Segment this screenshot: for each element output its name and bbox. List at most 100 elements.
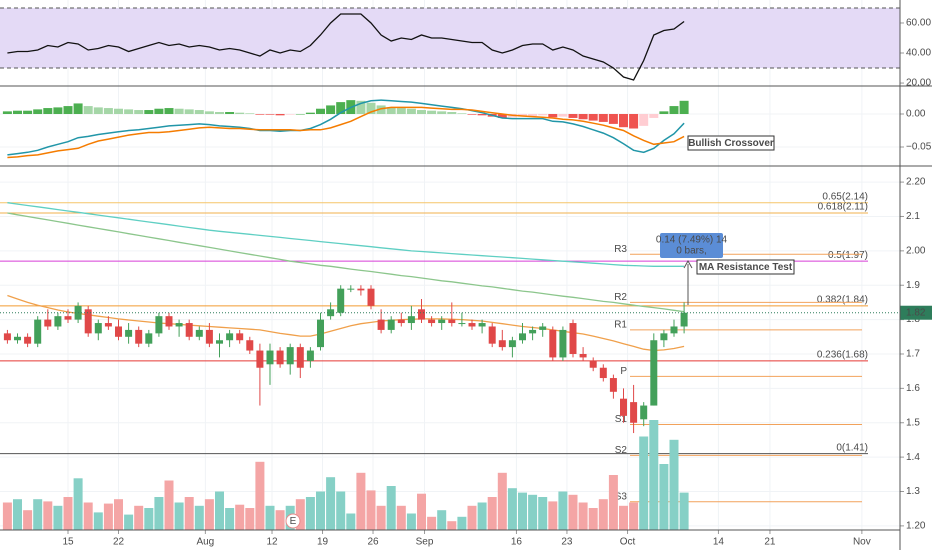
y-tick-label: 1.20 bbox=[906, 521, 926, 532]
macd-histogram-bar bbox=[386, 107, 396, 114]
candle-body bbox=[458, 323, 466, 325]
volume-bar bbox=[427, 516, 437, 530]
fib-label: 0.618(2.11) bbox=[818, 202, 868, 213]
macd-histogram-bar bbox=[649, 113, 659, 118]
candle-body bbox=[54, 316, 62, 327]
x-tick-label: Nov bbox=[853, 537, 871, 548]
pivot-label: S1 bbox=[615, 414, 628, 425]
macd-histogram-bar bbox=[336, 102, 346, 114]
macd-histogram-bar bbox=[608, 113, 618, 124]
candle-body bbox=[418, 309, 425, 320]
macd-histogram-bar bbox=[356, 100, 366, 114]
volume-bar bbox=[114, 499, 123, 530]
macd-line bbox=[7, 106, 685, 159]
macd-histogram-bar bbox=[93, 107, 103, 114]
volume-bar bbox=[184, 497, 194, 530]
x-tick-label: Aug bbox=[196, 537, 214, 548]
candle-body bbox=[34, 319, 42, 344]
last-price-label: 1.82 bbox=[906, 307, 926, 318]
macd-histogram-bar bbox=[285, 113, 295, 115]
macd-histogram-bar bbox=[538, 113, 548, 116]
macd-histogram-bar bbox=[73, 103, 83, 114]
volume-bar bbox=[417, 493, 426, 530]
x-tick-label: 19 bbox=[317, 537, 329, 548]
y-tick-label: −0.05 bbox=[906, 142, 932, 153]
candle-body bbox=[630, 402, 638, 423]
macd-histogram-bar bbox=[265, 113, 275, 115]
y-tick-label: 1.5 bbox=[906, 417, 920, 428]
volume-bar bbox=[386, 486, 396, 530]
macd-histogram-bar bbox=[659, 111, 669, 114]
volume-bar bbox=[2, 502, 12, 530]
macd-histogram-bar bbox=[275, 113, 285, 116]
macd-histogram-bar bbox=[245, 113, 255, 114]
volume-bar bbox=[447, 521, 457, 530]
macd-histogram-bar bbox=[447, 112, 457, 114]
y-tick-label: 20.00 bbox=[906, 78, 931, 89]
volume-bar bbox=[356, 472, 366, 530]
annotation: Bullish Crossover bbox=[688, 138, 774, 149]
candle-body bbox=[448, 319, 456, 324]
volume-bar bbox=[507, 488, 517, 530]
y-tick-label: 1.3 bbox=[906, 486, 920, 497]
volume-bar bbox=[245, 508, 255, 530]
candle-body bbox=[488, 326, 496, 344]
x-tick-label: 16 bbox=[511, 537, 523, 548]
macd-histogram-bar bbox=[619, 113, 628, 128]
candle-body bbox=[317, 319, 324, 348]
measure-text: 0.14 (7.49%) 14 bbox=[656, 235, 728, 246]
volume-bar bbox=[346, 513, 356, 530]
macd-histogram-bar bbox=[184, 109, 194, 114]
volume-bar bbox=[255, 461, 265, 530]
moving-average bbox=[7, 202, 685, 267]
macd-histogram-bar bbox=[124, 109, 134, 114]
volume-bar bbox=[305, 497, 315, 530]
volume-bar bbox=[406, 513, 416, 530]
volume-bar bbox=[558, 491, 568, 530]
x-tick-label: 15 bbox=[62, 537, 74, 548]
macd-histogram-bar bbox=[326, 105, 336, 114]
macd-histogram-bar bbox=[467, 113, 477, 115]
volume-bar bbox=[457, 516, 467, 530]
macd-histogram-bar bbox=[548, 113, 558, 118]
earnings-label: E bbox=[290, 516, 297, 527]
macd-histogram-bar bbox=[174, 108, 184, 114]
volume-bar bbox=[194, 505, 204, 530]
pivot-label: R2 bbox=[614, 292, 627, 303]
annotation-box bbox=[696, 259, 795, 275]
candle-body bbox=[529, 329, 537, 334]
macd-histogram-bar bbox=[588, 113, 598, 121]
macd-histogram-bar bbox=[204, 111, 214, 114]
volume-bar bbox=[154, 497, 164, 530]
macd-histogram-bar bbox=[376, 105, 386, 114]
macd-histogram-bar bbox=[457, 113, 467, 114]
y-tick-label: 2.20 bbox=[906, 177, 926, 188]
volume-bar bbox=[215, 491, 224, 530]
candle-body bbox=[3, 333, 11, 341]
x-tick-label: 22 bbox=[113, 537, 125, 548]
volume-bar bbox=[669, 439, 679, 530]
x-tick-label: 26 bbox=[367, 537, 379, 548]
candle-body bbox=[539, 326, 547, 330]
volume-bar bbox=[295, 499, 305, 530]
volume-bar bbox=[396, 505, 406, 530]
volume-bar bbox=[83, 502, 93, 530]
y-tick-label: 1.7 bbox=[906, 349, 920, 360]
candle-body bbox=[498, 340, 506, 348]
candle-body bbox=[640, 405, 648, 420]
candle-body bbox=[296, 347, 304, 368]
y-tick-label: 1.8 bbox=[906, 314, 920, 325]
volume-bar bbox=[366, 490, 376, 530]
volume-bar bbox=[103, 503, 113, 530]
candle-body bbox=[549, 329, 557, 358]
candle-body bbox=[620, 398, 627, 416]
candle-body bbox=[306, 350, 314, 361]
fib-label: 0.236(1.68) bbox=[817, 350, 868, 361]
annotation-box bbox=[687, 135, 775, 151]
volume-bar bbox=[649, 420, 659, 530]
y-tick-label: 60.00 bbox=[906, 18, 931, 29]
candle-body bbox=[145, 333, 153, 344]
measure-box bbox=[660, 233, 723, 258]
candle-body bbox=[508, 340, 516, 348]
